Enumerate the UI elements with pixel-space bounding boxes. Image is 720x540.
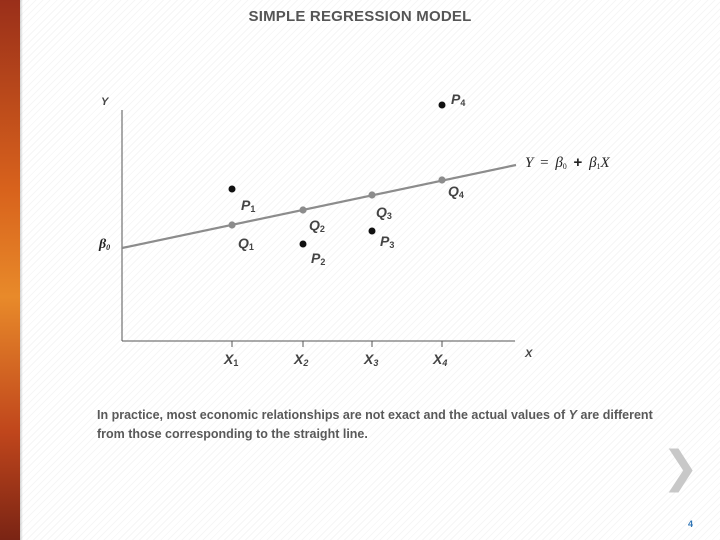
- fitted-point-q3: [368, 191, 376, 199]
- x-axis-label: X: [524, 348, 533, 360]
- fitted-label-q3: Q3: [376, 204, 392, 221]
- caption-part-1: In practice, most economic relationships…: [97, 408, 569, 422]
- x-tick-label-3: X3: [363, 351, 378, 368]
- observed-label-p2: P2: [311, 250, 325, 267]
- x-tick-label-1: X1: [223, 351, 238, 368]
- intercept-beta: β: [98, 237, 107, 252]
- x-tick-label-4: X4: [432, 351, 447, 368]
- regression-line: [121, 163, 517, 250]
- y-axis-label: Y: [101, 96, 110, 108]
- observed-point-p4: [438, 101, 446, 109]
- fitted-point-q2: [299, 206, 307, 214]
- next-slide-button[interactable]: ❯: [662, 442, 699, 493]
- slide-title: SIMPLE REGRESSION MODEL: [248, 8, 472, 25]
- intercept-sub: 0: [106, 243, 110, 252]
- fitted-label-q2: Q2: [309, 217, 325, 234]
- caption-variable: Y: [568, 408, 578, 422]
- fitted-label-q1: Q1: [238, 235, 254, 252]
- observed-point-p3: [368, 227, 376, 235]
- caption-part-2: are different from those corresponding t…: [97, 408, 653, 441]
- fitted-point-q1: [228, 221, 236, 229]
- x-tick-label-2: X2: [293, 351, 308, 368]
- observed-label-p1: P1: [241, 197, 255, 214]
- observed-point-p2: [299, 240, 307, 248]
- page-number: 4: [688, 519, 694, 529]
- observed-label-p3: P3: [380, 233, 394, 250]
- regression-equation: Y = β0 + β1X: [525, 154, 611, 173]
- observed-point-p1: [228, 185, 236, 193]
- caption-text: In practice, most economic relationships…: [97, 406, 677, 444]
- observed-label-p4: P4: [451, 91, 465, 108]
- fitted-label-q4: Q4: [448, 183, 464, 200]
- fitted-point-q4: [438, 176, 446, 184]
- side-accent-bar: [0, 0, 23, 540]
- intercept-label: β0: [98, 237, 110, 252]
